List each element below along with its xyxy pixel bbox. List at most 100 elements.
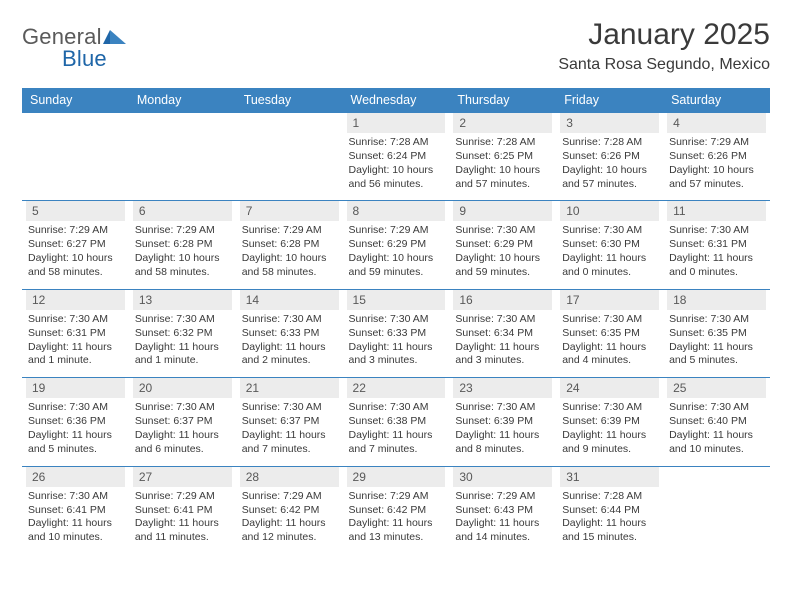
day-number: 12 bbox=[26, 290, 125, 310]
day-number: 18 bbox=[667, 290, 766, 310]
day-details: Sunrise: 7:28 AMSunset: 6:44 PMDaylight:… bbox=[560, 490, 659, 545]
day-details: Sunrise: 7:30 AMSunset: 6:38 PMDaylight:… bbox=[347, 401, 446, 456]
calendar-day-cell: 11 Sunrise: 7:30 AMSunset: 6:31 PMDayligh… bbox=[663, 201, 770, 289]
day-number: 5 bbox=[26, 201, 125, 221]
calendar-day-cell: 17 Sunrise: 7:30 AMSunset: 6:35 PMDayligh… bbox=[556, 289, 663, 377]
day-details: Sunrise: 7:30 AMSunset: 6:34 PMDaylight:… bbox=[453, 313, 552, 368]
day-details: Sunrise: 7:30 AMSunset: 6:31 PMDaylight:… bbox=[667, 224, 766, 279]
day-details: Sunrise: 7:30 AMSunset: 6:31 PMDaylight:… bbox=[26, 313, 125, 368]
calendar-day-cell: 7Sunrise: 7:29 AMSunset: 6:28 PMDaylight… bbox=[236, 201, 343, 289]
day-number: 21 bbox=[240, 378, 339, 398]
calendar-day-cell: 28 Sunrise: 7:29 AMSunset: 6:42 PMDayligh… bbox=[236, 466, 343, 554]
calendar-week-row: 5Sunrise: 7:29 AMSunset: 6:27 PMDaylight… bbox=[22, 201, 770, 289]
day-number: 23 bbox=[453, 378, 552, 398]
weekday-header: Sunday bbox=[22, 88, 129, 113]
day-number: 2 bbox=[453, 113, 552, 133]
calendar-day-cell: 26 Sunrise: 7:30 AMSunset: 6:41 PMDayligh… bbox=[22, 466, 129, 554]
calendar-day-cell: 10Sunrise: 7:30 AMSunset: 6:30 PMDayligh… bbox=[556, 201, 663, 289]
calendar-week-row: 26 Sunrise: 7:30 AMSunset: 6:41 PMDayligh… bbox=[22, 466, 770, 554]
day-number: 28 bbox=[240, 467, 339, 487]
calendar-day-cell: 20Sunrise: 7:30 AMSunset: 6:37 PMDayligh… bbox=[129, 378, 236, 466]
day-number: 24 bbox=[560, 378, 659, 398]
day-details: Sunrise: 7:29 AMSunset: 6:29 PMDaylight:… bbox=[347, 224, 446, 279]
day-details: Sunrise: 7:28 AMSunset: 6:24 PMDaylight:… bbox=[347, 136, 446, 191]
day-number: 29 bbox=[347, 467, 446, 487]
calendar-day-cell: 18Sunrise: 7:30 AMSunset: 6:35 PMDayligh… bbox=[663, 289, 770, 377]
calendar-day-cell: 23 Sunrise: 7:30 AMSunset: 6:39 PMDayligh… bbox=[449, 378, 556, 466]
calendar-day-cell: 15 Sunrise: 7:30 AMSunset: 6:33 PMDayligh… bbox=[343, 289, 450, 377]
calendar-day-cell: 3 Sunrise: 7:28 AMSunset: 6:26 PMDaylight… bbox=[556, 113, 663, 201]
page-title: January 2025 bbox=[558, 18, 770, 52]
weekday-header: Tuesday bbox=[236, 88, 343, 113]
calendar-day-cell: 5Sunrise: 7:29 AMSunset: 6:27 PMDaylight… bbox=[22, 201, 129, 289]
day-number: 19 bbox=[26, 378, 125, 398]
day-number: 9 bbox=[453, 201, 552, 221]
day-details: Sunrise: 7:30 AMSunset: 6:33 PMDaylight:… bbox=[240, 313, 339, 368]
day-number: 17 bbox=[560, 290, 659, 310]
day-details: Sunrise: 7:30 AMSunset: 6:41 PMDaylight:… bbox=[26, 490, 125, 545]
calendar-day-cell: 30 Sunrise: 7:29 AMSunset: 6:43 PMDayligh… bbox=[449, 466, 556, 554]
day-number: 26 bbox=[26, 467, 125, 487]
day-number: 10 bbox=[560, 201, 659, 221]
day-number: 11 bbox=[667, 201, 766, 221]
day-details: Sunrise: 7:30 AMSunset: 6:36 PMDaylight:… bbox=[26, 401, 125, 456]
weekday-header-row: Sunday Monday Tuesday Wednesday Thursday… bbox=[22, 88, 770, 113]
day-details: Sunrise: 7:30 AMSunset: 6:32 PMDaylight:… bbox=[133, 313, 232, 368]
day-number: 3 bbox=[560, 113, 659, 133]
weekday-header: Monday bbox=[129, 88, 236, 113]
calendar-day-cell: 31 Sunrise: 7:28 AMSunset: 6:44 PMDayligh… bbox=[556, 466, 663, 554]
calendar-week-row: 12 Sunrise: 7:30 AMSunset: 6:31 PMDayligh… bbox=[22, 289, 770, 377]
day-number: 6 bbox=[133, 201, 232, 221]
calendar-day-cell: 9Sunrise: 7:30 AMSunset: 6:29 PMDaylight… bbox=[449, 201, 556, 289]
day-number: 22 bbox=[347, 378, 446, 398]
day-number: 16 bbox=[453, 290, 552, 310]
day-number: 13 bbox=[133, 290, 232, 310]
calendar-day-cell bbox=[22, 113, 129, 201]
day-details: Sunrise: 7:28 AMSunset: 6:25 PMDaylight:… bbox=[453, 136, 552, 191]
day-number: 8 bbox=[347, 201, 446, 221]
day-details: Sunrise: 7:30 AMSunset: 6:37 PMDaylight:… bbox=[240, 401, 339, 456]
calendar-day-cell: 24 Sunrise: 7:30 AMSunset: 6:39 PMDayligh… bbox=[556, 378, 663, 466]
calendar-day-cell: 12 Sunrise: 7:30 AMSunset: 6:31 PMDayligh… bbox=[22, 289, 129, 377]
day-details: Sunrise: 7:28 AMSunset: 6:26 PMDaylight:… bbox=[560, 136, 659, 191]
calendar-day-cell: 25 Sunrise: 7:30 AMSunset: 6:40 PMDayligh… bbox=[663, 378, 770, 466]
day-details: Sunrise: 7:29 AMSunset: 6:26 PMDaylight:… bbox=[667, 136, 766, 191]
calendar-day-cell: 8 Sunrise: 7:29 AMSunset: 6:29 PMDaylight… bbox=[343, 201, 450, 289]
calendar-day-cell: 1 Sunrise: 7:28 AMSunset: 6:24 PMDaylight… bbox=[343, 113, 450, 201]
day-details: Sunrise: 7:29 AMSunset: 6:28 PMDaylight:… bbox=[240, 224, 339, 279]
weekday-header: Thursday bbox=[449, 88, 556, 113]
calendar-day-cell bbox=[236, 113, 343, 201]
day-details: Sunrise: 7:29 AMSunset: 6:41 PMDaylight:… bbox=[133, 490, 232, 545]
calendar-day-cell: 19 Sunrise: 7:30 AMSunset: 6:36 PMDayligh… bbox=[22, 378, 129, 466]
calendar-table: Sunday Monday Tuesday Wednesday Thursday… bbox=[22, 88, 770, 554]
calendar-day-cell: 16 Sunrise: 7:30 AMSunset: 6:34 PMDayligh… bbox=[449, 289, 556, 377]
page-subtitle: Santa Rosa Segundo, Mexico bbox=[558, 56, 770, 74]
day-details: Sunrise: 7:30 AMSunset: 6:33 PMDaylight:… bbox=[347, 313, 446, 368]
day-details: Sunrise: 7:30 AMSunset: 6:39 PMDaylight:… bbox=[560, 401, 659, 456]
day-details: Sunrise: 7:30 AMSunset: 6:39 PMDaylight:… bbox=[453, 401, 552, 456]
day-details: Sunrise: 7:30 AMSunset: 6:40 PMDaylight:… bbox=[667, 401, 766, 456]
day-number: 25 bbox=[667, 378, 766, 398]
day-number: 30 bbox=[453, 467, 552, 487]
day-details: Sunrise: 7:29 AMSunset: 6:43 PMDaylight:… bbox=[453, 490, 552, 545]
calendar-day-cell: 29 Sunrise: 7:29 AMSunset: 6:42 PMDayligh… bbox=[343, 466, 450, 554]
day-details: Sunrise: 7:29 AMSunset: 6:42 PMDaylight:… bbox=[347, 490, 446, 545]
calendar-week-row: 19 Sunrise: 7:30 AMSunset: 6:36 PMDayligh… bbox=[22, 378, 770, 466]
calendar-day-cell: 4Sunrise: 7:29 AMSunset: 6:26 PMDaylight… bbox=[663, 113, 770, 201]
calendar-day-cell: 13 Sunrise: 7:30 AMSunset: 6:32 PMDayligh… bbox=[129, 289, 236, 377]
calendar-day-cell: 27 Sunrise: 7:29 AMSunset: 6:41 PMDayligh… bbox=[129, 466, 236, 554]
day-details: Sunrise: 7:29 AMSunset: 6:28 PMDaylight:… bbox=[133, 224, 232, 279]
day-number: 1 bbox=[347, 113, 446, 133]
calendar-day-cell bbox=[663, 466, 770, 554]
calendar-day-cell: 22 Sunrise: 7:30 AMSunset: 6:38 PMDayligh… bbox=[343, 378, 450, 466]
calendar-day-cell: 21 Sunrise: 7:30 AMSunset: 6:37 PMDayligh… bbox=[236, 378, 343, 466]
day-number: 31 bbox=[560, 467, 659, 487]
day-number: 27 bbox=[133, 467, 232, 487]
logo: GeneralBlue bbox=[22, 18, 129, 72]
calendar-day-cell: 14Sunrise: 7:30 AMSunset: 6:33 PMDayligh… bbox=[236, 289, 343, 377]
day-details: Sunrise: 7:30 AMSunset: 6:35 PMDaylight:… bbox=[560, 313, 659, 368]
calendar-week-row: 1 Sunrise: 7:28 AMSunset: 6:24 PMDaylight… bbox=[22, 113, 770, 201]
day-details: Sunrise: 7:29 AMSunset: 6:42 PMDaylight:… bbox=[240, 490, 339, 545]
day-details: Sunrise: 7:30 AMSunset: 6:37 PMDaylight:… bbox=[133, 401, 232, 456]
day-number: 15 bbox=[347, 290, 446, 310]
